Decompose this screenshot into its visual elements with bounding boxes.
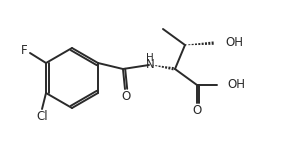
Text: F: F xyxy=(21,44,27,56)
Text: Cl: Cl xyxy=(36,110,48,122)
Text: OH: OH xyxy=(225,36,243,49)
Text: O: O xyxy=(192,103,202,117)
Text: OH: OH xyxy=(227,78,245,92)
Text: N: N xyxy=(146,58,154,71)
Text: O: O xyxy=(121,90,130,102)
Text: H: H xyxy=(146,53,154,63)
